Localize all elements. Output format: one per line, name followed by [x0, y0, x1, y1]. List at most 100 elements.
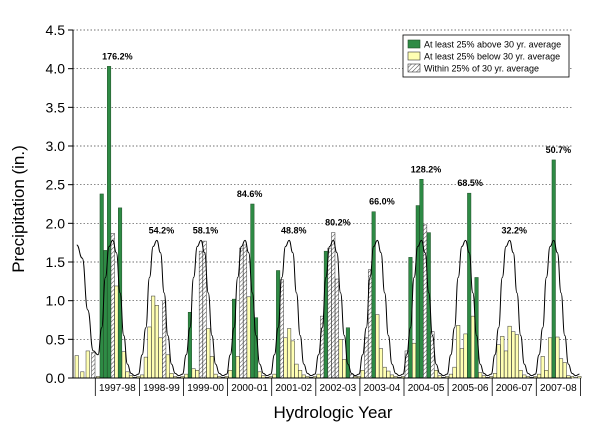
bar	[544, 370, 549, 379]
bar	[147, 326, 152, 379]
bar	[456, 325, 461, 379]
bar	[459, 348, 464, 379]
y-tick-label: 0.5	[46, 331, 66, 347]
percent-label: 54.2%	[149, 225, 175, 235]
bar	[338, 339, 343, 379]
bar	[467, 192, 472, 379]
bar	[548, 337, 553, 379]
bar	[276, 270, 281, 379]
bar	[379, 348, 383, 379]
bar	[327, 247, 332, 379]
bar	[125, 371, 130, 379]
bar	[507, 325, 512, 379]
bar	[364, 337, 369, 379]
bar	[74, 355, 79, 379]
bar	[91, 352, 96, 379]
bar	[121, 351, 126, 379]
bar	[334, 278, 339, 379]
bar	[452, 366, 457, 379]
bar	[158, 337, 163, 379]
y-tick-label: 0.0	[46, 370, 66, 386]
legend-swatch	[407, 39, 421, 49]
percent-label: 84.6%	[237, 189, 263, 199]
bar	[434, 370, 439, 379]
bar	[342, 359, 347, 379]
bar	[415, 205, 420, 379]
bar	[169, 373, 174, 379]
bar	[154, 305, 159, 379]
y-tick-label: 3.0	[46, 138, 66, 154]
bar	[537, 373, 542, 379]
bar	[555, 336, 560, 379]
bar	[162, 300, 167, 379]
bar	[250, 203, 255, 379]
year-label: 1998-99	[143, 383, 180, 394]
bar	[551, 159, 556, 379]
y-tick-label: 2.5	[46, 177, 66, 193]
percent-label: 48.8%	[281, 225, 307, 235]
bar	[184, 373, 189, 379]
y-tick-label: 4.5	[46, 22, 66, 38]
axes	[68, 29, 581, 396]
year-label: 2001-02	[275, 383, 312, 394]
bar	[290, 340, 295, 379]
bar	[209, 356, 214, 379]
bar	[239, 247, 244, 379]
year-label: 1999-00	[187, 383, 224, 394]
x-axis-title: Hydrologic Year	[273, 403, 392, 422]
labels: 0.0 0.5 1.0 1.5 2.0 2.5 3.0 3.5 4.0 4.5 1997-98 176…	[46, 22, 578, 394]
bar	[492, 373, 497, 379]
bar	[360, 370, 365, 379]
bar	[419, 179, 424, 379]
bar	[235, 356, 240, 379]
bar	[151, 295, 156, 379]
bar	[478, 372, 483, 379]
year-label: 2004-05	[408, 383, 445, 394]
bar	[577, 376, 582, 379]
bar	[518, 370, 523, 379]
y-tick-label: 1.0	[46, 293, 66, 309]
bar	[386, 370, 391, 379]
bar	[463, 333, 468, 379]
year-label: 2000-01	[231, 383, 268, 394]
legend-swatch	[407, 51, 421, 61]
bar	[349, 373, 354, 379]
bar	[287, 328, 292, 379]
bar	[246, 296, 251, 379]
bar	[511, 331, 516, 379]
bar	[99, 193, 104, 379]
bar	[371, 211, 376, 379]
bar	[283, 337, 288, 379]
bar	[540, 356, 545, 379]
year-label: 2006-07	[496, 383, 533, 394]
percent-label: 68.5%	[457, 178, 483, 188]
year-label: 2003-04	[364, 383, 401, 394]
y-tick-label: 1.5	[46, 254, 66, 270]
bar	[412, 342, 417, 379]
bar	[320, 315, 325, 379]
bar	[272, 373, 277, 379]
bar	[243, 244, 248, 379]
y-tick-label: 4.0	[46, 61, 66, 77]
year-label: 1997-98	[99, 383, 136, 394]
bar	[143, 356, 148, 379]
percent-label: 176.2%	[102, 51, 133, 61]
bar	[107, 66, 112, 379]
bar	[228, 370, 233, 379]
percent-label: 50.7%	[546, 145, 572, 155]
legend-swatch	[407, 63, 421, 73]
bar	[213, 373, 218, 379]
percent-label: 58.1%	[193, 225, 219, 235]
y-axis-title: Precipitation (in.)	[9, 145, 28, 273]
bar	[85, 350, 90, 379]
bar	[316, 373, 321, 379]
y-tick-label: 3.5	[46, 99, 66, 115]
bar	[448, 373, 453, 379]
bar	[80, 371, 85, 379]
bar	[165, 354, 170, 379]
legend-box	[402, 34, 570, 78]
bar	[191, 368, 196, 379]
bar	[559, 358, 564, 379]
average-line	[76, 239, 580, 377]
